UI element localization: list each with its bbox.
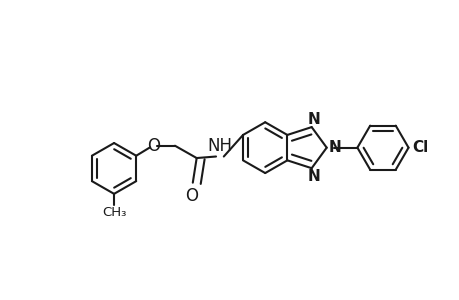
Text: N: N bbox=[307, 112, 320, 127]
Text: O: O bbox=[146, 137, 159, 155]
Text: O: O bbox=[185, 187, 197, 205]
Text: NH: NH bbox=[207, 137, 232, 155]
Text: N: N bbox=[307, 169, 320, 184]
Text: Cl: Cl bbox=[412, 140, 428, 155]
Text: N: N bbox=[328, 140, 341, 155]
Text: CH₃: CH₃ bbox=[101, 206, 126, 219]
